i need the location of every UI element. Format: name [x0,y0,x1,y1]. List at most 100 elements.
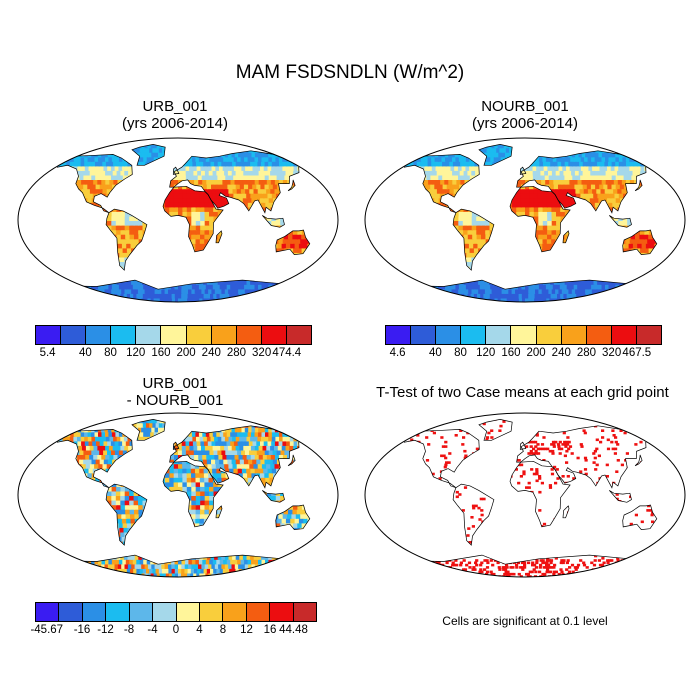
grid-cell [109,160,115,167]
grid-cell [610,192,616,199]
grid-cell [502,292,507,299]
grid-cell [452,283,457,290]
grid-cell [471,288,476,294]
grid-cell [643,283,648,290]
grid-cell [300,160,306,167]
grid-cell [473,242,479,249]
grid-cell [146,156,152,162]
grid-cell [546,238,553,244]
grid-cell [283,292,288,299]
grid-cell [625,165,631,171]
grid-cell [488,151,493,158]
grid-cell [401,283,405,290]
grid-cell [647,279,653,285]
grid-cell [200,220,206,226]
grid-cell [553,179,559,185]
grid-cell [411,288,416,294]
grid-cell [502,147,507,153]
grid-cell [545,288,550,294]
grid-cell [489,147,495,153]
grid-cell [532,283,537,290]
grid-cell [414,151,420,158]
grid-cell [268,151,273,158]
grid-cell [587,188,594,194]
grid-cell [203,192,210,199]
grid-cell [268,156,274,162]
grid-cell [277,147,282,153]
grid-cell [87,197,93,203]
grid-cell [204,210,211,217]
grid-cell [458,224,464,231]
grid-cell [538,288,543,294]
grid-cell [168,297,174,302]
grid-cell [81,179,87,185]
grid-cell [265,201,271,208]
grid-cell [488,288,493,294]
grid-cell [403,283,408,290]
grid-cell [48,279,53,285]
grid-cell [646,156,652,162]
grid-cell [147,288,153,294]
grid-cell [533,201,540,208]
grid-cell [178,297,183,302]
grid-cell [200,229,206,235]
grid-cell [198,179,204,185]
grid-cell [82,169,87,176]
grid-cell [538,238,544,244]
grid-cell [264,183,270,190]
grid-cell [187,292,192,299]
grid-cell [594,283,600,290]
grid-cell [571,188,577,194]
grid-cell [546,192,552,199]
grid-cell [605,151,610,158]
grid-cell [254,169,260,176]
grid-cell [84,156,89,162]
grid-cell [120,220,126,226]
grid-cell [196,160,201,167]
grid-cell [173,206,180,212]
grid-cell [538,233,544,240]
grid-cell [142,292,148,299]
grid-cell [291,288,297,294]
grid-cell [549,297,554,302]
grid-cell [443,165,448,171]
grid-cell [77,144,82,149]
grid-cell [77,160,82,167]
grid-cell [613,188,619,194]
grid-cell [628,288,634,294]
grid-cell [539,165,545,171]
grid-cell [478,279,483,285]
grid-cell [444,169,450,176]
grid-cell [72,147,77,153]
grid-cell [251,283,256,290]
grid-cell [195,210,202,217]
grid-cell [471,215,478,221]
grid-cell [438,174,444,180]
grid-cell [247,201,254,208]
grid-cell [448,288,453,294]
grid-cell [429,147,434,153]
grid-cell [178,283,183,290]
grid-cell [598,197,604,203]
grid-cell [174,169,180,176]
grid-cell [101,283,107,290]
grid-cell [422,183,428,190]
grid-cell [70,283,75,290]
grid-cell [153,297,158,302]
grid-cell [289,169,295,176]
grid-cell [283,233,290,240]
grid-cell [271,288,277,294]
grid-cell [54,160,57,167]
grid-cell [417,283,422,290]
grid-cell [548,174,554,180]
grid-cell [201,169,206,176]
grid-cell [537,292,543,299]
grid-cell [616,201,623,208]
grid-cell [448,156,454,162]
grid-cell [391,165,396,171]
grid-cell [212,156,218,162]
grid-cell [587,156,593,162]
grid-cell [94,188,100,194]
grid-cell [586,160,592,167]
grid-cell [141,151,146,158]
